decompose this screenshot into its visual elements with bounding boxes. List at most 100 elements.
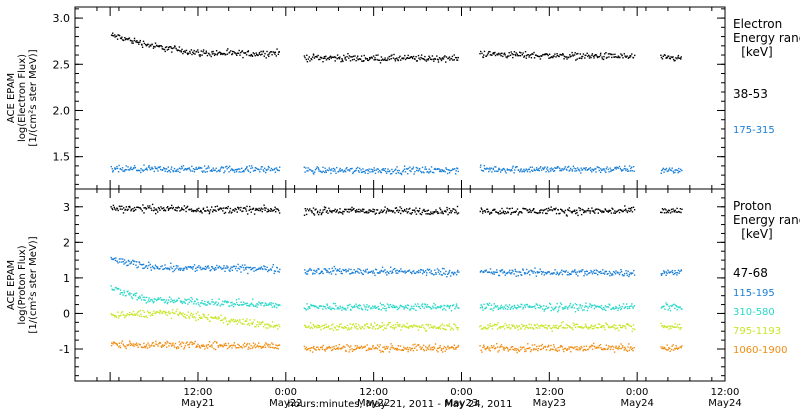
data-point — [632, 324, 635, 326]
data-point — [117, 209, 119, 212]
data-point — [677, 172, 679, 174]
data-point — [570, 327, 572, 329]
data-point — [402, 348, 404, 351]
data-point — [152, 314, 154, 316]
data-point — [483, 326, 485, 329]
data-point — [332, 323, 334, 325]
data-point — [543, 325, 545, 327]
data-point — [173, 299, 175, 301]
data-point — [211, 346, 213, 348]
data-point — [530, 211, 532, 214]
data-point — [619, 271, 621, 274]
data-point — [241, 347, 243, 349]
data-point — [579, 347, 582, 350]
data-point — [357, 306, 359, 309]
data-point — [600, 272, 602, 275]
data-point — [180, 209, 182, 211]
data-point — [194, 209, 197, 212]
data-point — [594, 304, 596, 306]
data-point — [213, 209, 215, 211]
data-point — [218, 208, 221, 210]
data-point — [203, 303, 205, 305]
data-point — [309, 208, 311, 210]
data-point — [181, 341, 183, 343]
data-point — [488, 304, 490, 306]
data-point — [351, 206, 353, 209]
data-point — [413, 305, 415, 307]
data-point — [204, 265, 207, 268]
data-point — [591, 168, 593, 170]
data-point — [632, 57, 635, 59]
data-point — [153, 298, 155, 300]
data-point — [243, 301, 245, 304]
data-point — [117, 171, 120, 173]
data-point — [132, 208, 134, 210]
data-point — [348, 169, 350, 171]
data-point — [332, 329, 335, 332]
data-point — [617, 209, 620, 211]
data-point — [380, 325, 382, 328]
data-point — [116, 208, 119, 210]
data-point — [149, 300, 151, 303]
data-point — [128, 293, 130, 295]
data-point — [404, 58, 407, 61]
data-point — [607, 168, 609, 171]
data-point — [175, 265, 178, 267]
data-point — [522, 324, 525, 327]
data-point — [150, 269, 152, 271]
data-point — [261, 166, 263, 168]
data-point — [499, 325, 501, 328]
data-point — [363, 304, 365, 306]
data-point — [486, 347, 488, 349]
data-point — [507, 211, 510, 214]
data-point — [525, 57, 527, 59]
data-point — [117, 346, 120, 348]
data-point — [260, 50, 262, 53]
data-point — [345, 208, 347, 211]
data-point — [386, 303, 389, 305]
data-point — [581, 347, 583, 349]
data-point — [260, 168, 262, 170]
data-point — [363, 211, 366, 214]
data-point — [483, 271, 485, 274]
data-point — [385, 272, 387, 274]
data-point — [313, 348, 316, 350]
data-point — [307, 308, 309, 310]
data-point — [179, 344, 181, 346]
data-point — [482, 346, 484, 349]
data-point — [232, 305, 235, 308]
data-point — [406, 304, 409, 306]
data-point — [262, 302, 264, 304]
data-point — [539, 210, 541, 212]
data-point — [445, 309, 447, 311]
data-point — [144, 43, 147, 46]
data-point — [500, 169, 503, 171]
data-point — [430, 58, 432, 60]
data-point — [623, 209, 625, 211]
data-point — [391, 270, 393, 272]
data-point — [545, 53, 547, 55]
data-point — [172, 299, 174, 302]
data-point — [585, 54, 587, 56]
data-point — [307, 170, 309, 172]
data-point — [241, 50, 244, 52]
data-point — [214, 302, 217, 304]
data-point — [368, 58, 371, 60]
data-point — [403, 165, 406, 167]
data-point — [421, 272, 424, 275]
data-point — [215, 50, 218, 52]
data-point — [255, 269, 257, 272]
data-point — [161, 46, 163, 48]
data-point — [128, 343, 130, 346]
data-point — [442, 170, 445, 173]
data-point — [326, 57, 329, 60]
data-point — [374, 59, 376, 61]
data-point — [225, 342, 227, 345]
data-point — [172, 301, 175, 304]
data-point — [396, 347, 398, 350]
data-point — [271, 325, 273, 328]
data-point — [237, 263, 239, 266]
data-point — [315, 305, 317, 308]
data-point — [126, 313, 129, 315]
data-point — [571, 346, 573, 349]
